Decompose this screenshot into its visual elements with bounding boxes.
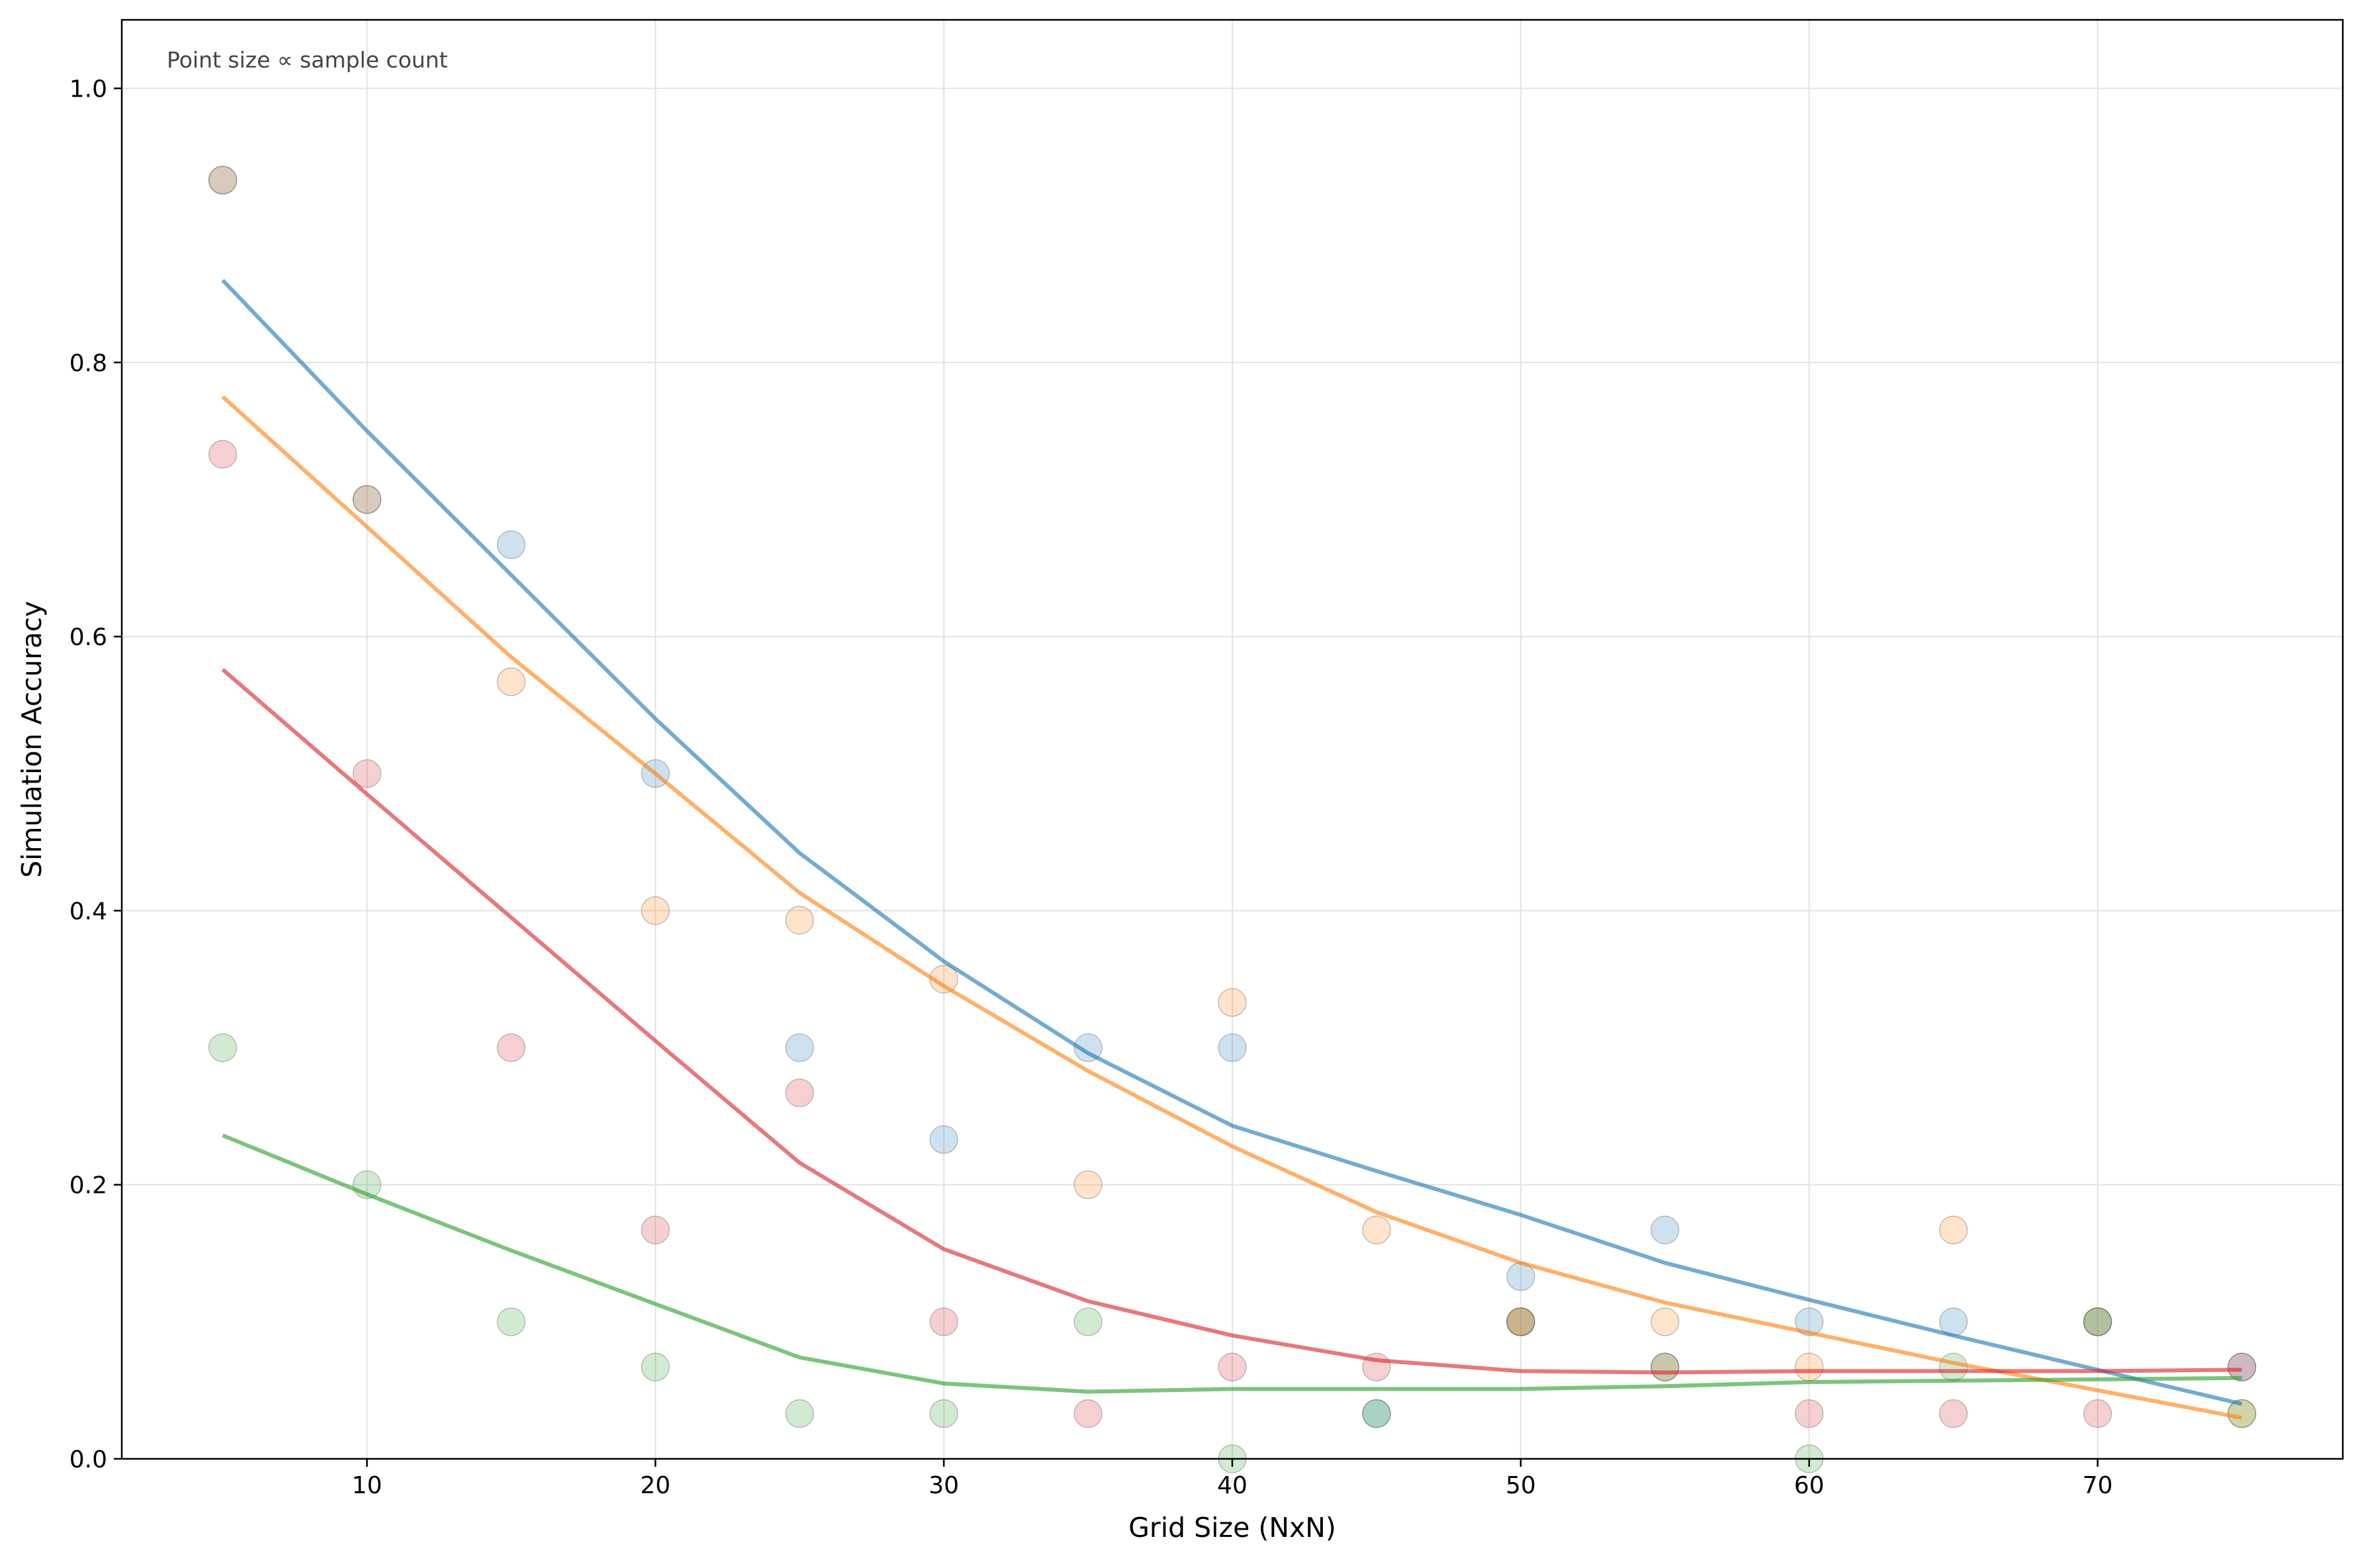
scatter-points [208,165,2257,1473]
data-point [2227,1352,2257,1381]
data-point [785,1399,814,1428]
x-tick-label: 10 [352,1472,383,1499]
data-point [2227,1352,2257,1381]
data-point [1362,1215,1391,1244]
data-point [208,439,238,469]
data-point [785,906,814,935]
data-point [1362,1399,1391,1428]
data-point [929,1125,958,1154]
data-point [2083,1307,2112,1336]
x-tick-label: 40 [1217,1472,1248,1499]
x-tick-label: 30 [929,1472,959,1499]
data-point [352,485,382,514]
data-point [1073,1170,1103,1199]
size-annotation: Point size ∝ sample count [167,47,448,73]
data-point [496,1307,526,1336]
data-point [1073,1399,1103,1428]
x-tick-label: 70 [2083,1472,2113,1499]
data-point [352,485,382,514]
data-point [496,667,526,697]
x-axis-label: Grid Size (NxN) [1128,1512,1336,1544]
x-tick-label: 20 [640,1472,670,1499]
data-point [496,1033,526,1063]
trend-line [221,668,2242,1375]
data-point [1794,1307,1824,1336]
data-point [352,759,382,789]
data-point [785,1078,814,1108]
data-point [2083,1307,2112,1336]
data-point [1073,1307,1103,1336]
data-point [641,1215,670,1244]
y-tick-label: 0.0 [69,1446,107,1473]
data-point [1794,1399,1824,1428]
data-point [208,1033,238,1063]
data-point [1506,1307,1535,1336]
data-point [641,896,670,926]
data-point [1938,1352,1968,1381]
data-point [929,1307,958,1336]
data-point [1651,1215,1680,1244]
data-point [1938,1215,1968,1244]
data-point [641,1352,670,1381]
data-point [1506,1307,1535,1336]
data-point [1362,1399,1391,1428]
data-point [785,1033,814,1063]
y-axis-label: Simulation Accuracy [16,601,48,878]
trend-line [221,279,2243,1407]
y-tick-label: 0.2 [69,1172,107,1199]
axis-ticks: 10 20 30 40 50 60 70 0.0 0.2 0.4 0.6 0.8 1.0 [69,76,2113,1499]
x-tick-label: 50 [1506,1472,1536,1499]
data-point [208,165,238,195]
data-point [1794,1352,1824,1381]
y-tick-label: 0.4 [69,898,107,925]
data-point [1938,1399,1968,1428]
trend-line [221,395,2243,1420]
x-tick-label: 60 [1794,1472,1825,1499]
data-point [1218,1352,1247,1381]
data-point [929,1399,958,1428]
trend-line [222,1133,2242,1394]
data-point [1651,1307,1680,1336]
data-point [1218,988,1247,1017]
y-tick-label: 0.8 [69,350,107,377]
trend-lines [221,279,2243,1420]
data-point [208,165,238,195]
data-point [1506,1307,1535,1336]
data-point [1651,1352,1680,1381]
data-point [1218,1033,1247,1063]
data-point [2083,1399,2112,1428]
y-tick-label: 1.0 [69,76,107,103]
data-point [496,530,526,560]
data-point [2083,1307,2112,1336]
y-tick-label: 0.6 [69,624,107,651]
